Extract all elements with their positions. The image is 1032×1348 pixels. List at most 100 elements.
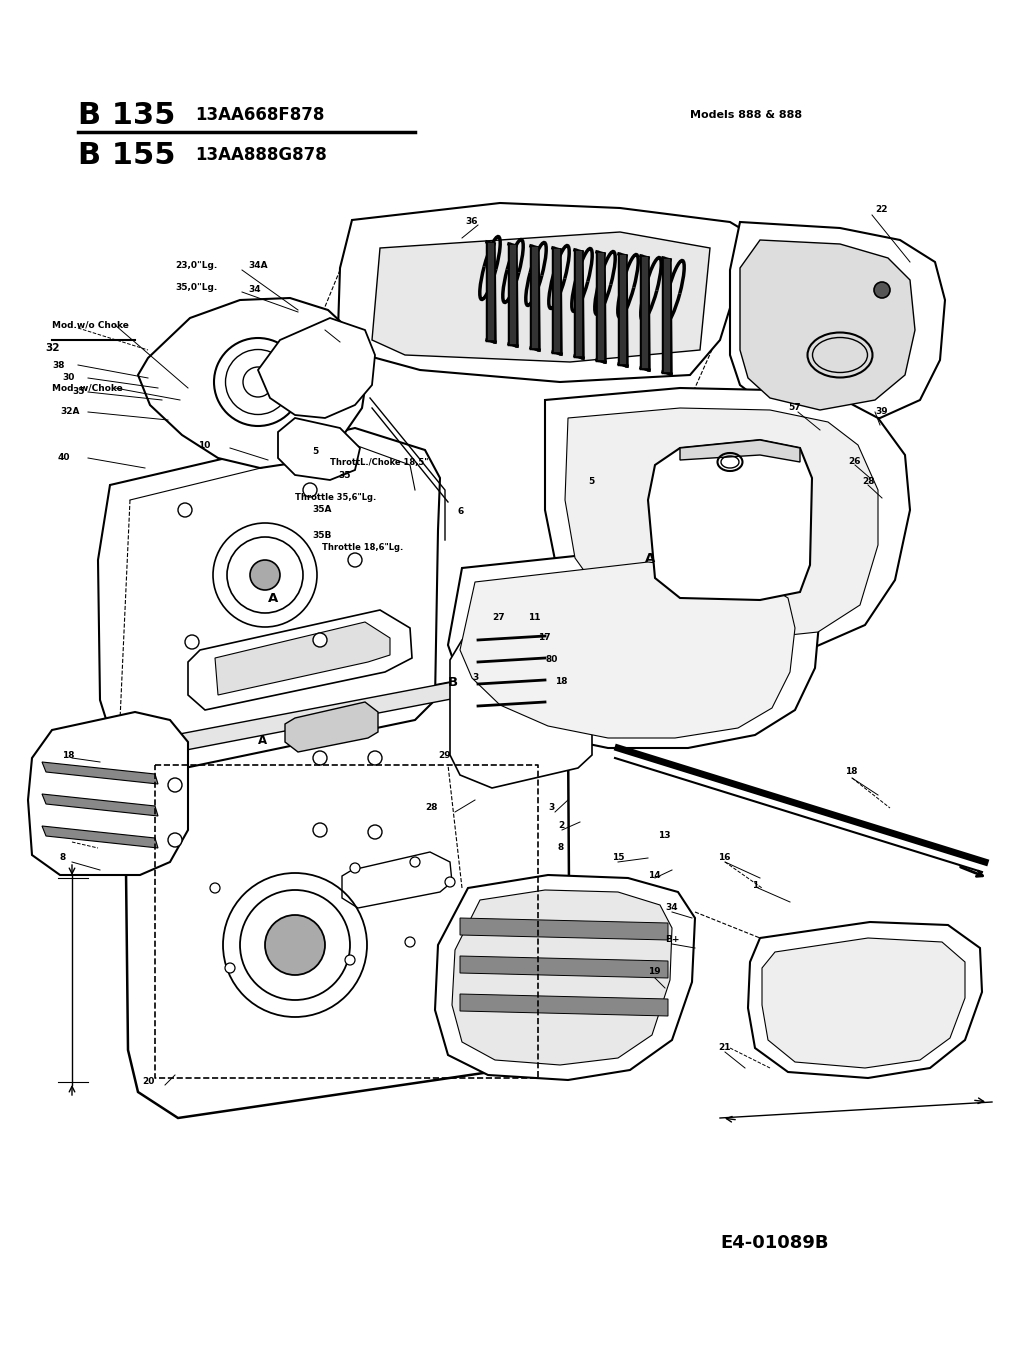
Text: 5: 5: [588, 477, 594, 487]
Text: B 155: B 155: [78, 140, 175, 170]
Text: 23,0"Lg.: 23,0"Lg.: [175, 260, 218, 270]
Text: 35A: 35A: [312, 506, 331, 515]
Text: 34A: 34A: [248, 260, 267, 270]
Circle shape: [345, 954, 355, 965]
Polygon shape: [342, 852, 452, 909]
Polygon shape: [42, 794, 158, 816]
Text: 34: 34: [248, 286, 261, 294]
Text: 35B: 35B: [312, 531, 331, 539]
Circle shape: [368, 825, 382, 838]
Polygon shape: [460, 956, 668, 979]
Text: 39: 39: [875, 407, 888, 417]
Circle shape: [303, 483, 317, 497]
Polygon shape: [372, 232, 710, 363]
Circle shape: [348, 553, 362, 568]
Text: B: B: [448, 675, 458, 689]
Polygon shape: [452, 890, 672, 1065]
Text: 30: 30: [62, 373, 74, 383]
Circle shape: [368, 751, 382, 766]
Bar: [509, 244, 516, 344]
Text: 3: 3: [472, 674, 478, 682]
Text: 17: 17: [538, 634, 551, 643]
Polygon shape: [762, 938, 965, 1068]
Text: 16: 16: [718, 853, 731, 863]
Text: 1: 1: [752, 880, 759, 890]
Text: 35: 35: [72, 387, 85, 396]
Polygon shape: [125, 673, 570, 1117]
Text: 8: 8: [558, 844, 565, 852]
Text: 14: 14: [648, 871, 660, 879]
Polygon shape: [28, 712, 188, 875]
Text: 18: 18: [845, 767, 858, 776]
Text: 5: 5: [312, 448, 318, 457]
Text: 57: 57: [788, 403, 801, 412]
Text: B+: B+: [665, 936, 679, 945]
Text: 29: 29: [438, 751, 451, 759]
Text: 34: 34: [665, 903, 678, 913]
Polygon shape: [258, 318, 375, 418]
Polygon shape: [545, 388, 910, 658]
Bar: [663, 257, 670, 372]
Bar: [487, 243, 494, 340]
Text: 80: 80: [545, 655, 557, 665]
Polygon shape: [278, 418, 360, 480]
Polygon shape: [42, 826, 158, 848]
Text: 32: 32: [45, 342, 60, 353]
Text: 35,0"Lg.: 35,0"Lg.: [175, 283, 218, 293]
Polygon shape: [450, 621, 592, 789]
Text: 2: 2: [558, 821, 565, 829]
Polygon shape: [680, 439, 800, 462]
Text: B 135: B 135: [78, 101, 175, 129]
Polygon shape: [448, 549, 820, 748]
Polygon shape: [748, 922, 982, 1078]
Polygon shape: [460, 562, 795, 737]
Text: A: A: [645, 551, 655, 565]
Text: 40: 40: [58, 453, 70, 462]
Circle shape: [185, 635, 199, 648]
Text: 18: 18: [555, 678, 568, 686]
Polygon shape: [460, 993, 668, 1016]
Circle shape: [313, 824, 327, 837]
Circle shape: [225, 962, 235, 973]
Polygon shape: [730, 222, 945, 422]
Circle shape: [410, 857, 420, 867]
Text: 13AA668F878: 13AA668F878: [195, 106, 324, 124]
Text: Throttle 35,6"Lg.: Throttle 35,6"Lg.: [295, 493, 377, 503]
Text: 28: 28: [425, 803, 438, 813]
Text: A: A: [258, 733, 267, 747]
Bar: [575, 249, 582, 356]
Text: Throttle 18,6"Lg.: Throttle 18,6"Lg.: [322, 543, 404, 553]
Text: 18: 18: [62, 751, 74, 759]
Text: 13: 13: [658, 830, 671, 840]
Text: 8: 8: [59, 853, 65, 863]
Polygon shape: [436, 875, 695, 1080]
Polygon shape: [565, 408, 878, 640]
Polygon shape: [338, 204, 760, 381]
Text: A: A: [268, 592, 279, 604]
Text: Mod. w/Choke: Mod. w/Choke: [52, 383, 123, 392]
Polygon shape: [42, 762, 158, 785]
Text: 21: 21: [718, 1043, 731, 1053]
Bar: [596, 252, 604, 360]
Text: 22: 22: [875, 205, 888, 214]
Text: 15: 15: [612, 853, 624, 863]
Bar: [553, 248, 560, 352]
Circle shape: [350, 863, 360, 874]
Circle shape: [405, 937, 415, 948]
Polygon shape: [98, 429, 440, 770]
Circle shape: [874, 282, 890, 298]
Text: 10: 10: [198, 441, 211, 449]
Circle shape: [313, 634, 327, 647]
Circle shape: [265, 915, 325, 975]
Text: 3: 3: [548, 803, 554, 813]
Text: 6: 6: [458, 507, 464, 516]
Text: 19: 19: [648, 968, 660, 976]
Circle shape: [313, 751, 327, 766]
Bar: [619, 253, 626, 364]
Circle shape: [250, 559, 280, 590]
Polygon shape: [215, 621, 390, 696]
Polygon shape: [460, 918, 668, 940]
Text: Mod.w/o Choke: Mod.w/o Choke: [52, 321, 129, 329]
Circle shape: [209, 883, 220, 892]
Polygon shape: [285, 702, 378, 752]
